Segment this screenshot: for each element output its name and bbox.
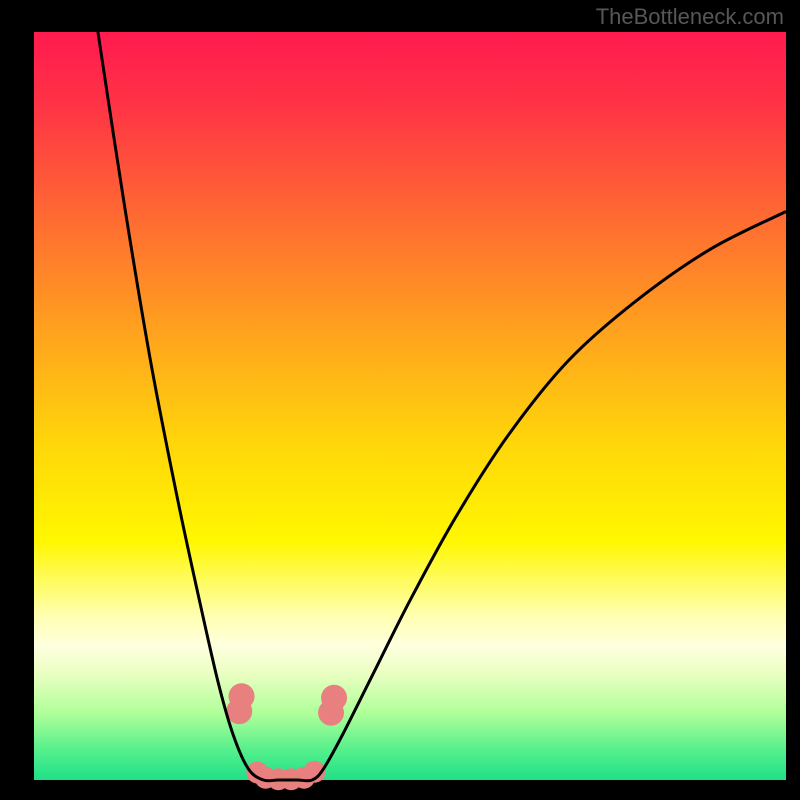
curve-marker [229,683,255,709]
chart-canvas: TheBottleneck.com [0,0,800,800]
watermark-text: TheBottleneck.com [596,4,784,30]
gradient-background [34,32,786,780]
curve-marker [321,685,347,711]
bottleneck-curve-chart [0,0,800,800]
